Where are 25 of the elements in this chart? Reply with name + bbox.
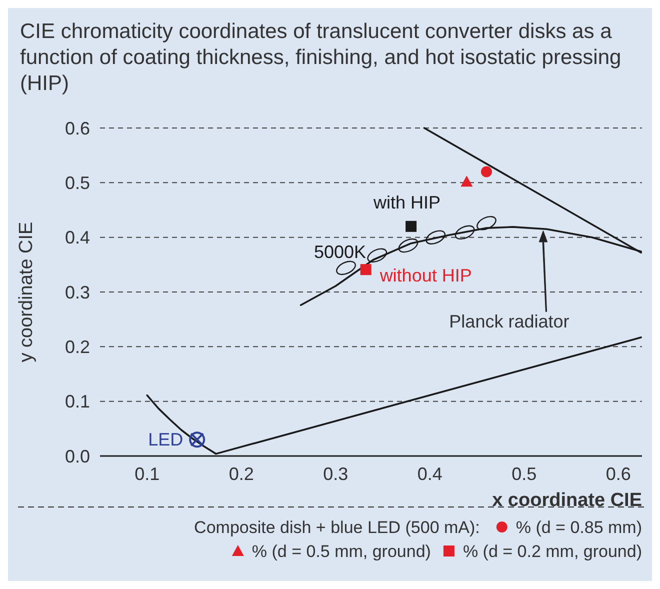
x-tick-label: 0.6 [606,464,631,484]
chart-title: CIE chromaticity coordinates of translucent converter disks as a function of coating thickness, finishing, and hot isostatic pressing (HIP) [20,20,622,95]
x-tick-label: 0.2 [228,464,254,484]
y-tick-label: 0.1 [64,392,90,412]
legend-title: Composite dish + blue LED (500 mA): [194,518,480,537]
annotation: without HIP [378,266,472,286]
annotation: 5000K [314,242,366,262]
annotation: LED [148,430,184,450]
y-axis-title: y coordinate CIE [16,222,37,362]
y-tick-label: 0.4 [64,228,90,248]
legend-label: % (d = 0.85 mm) [516,518,642,537]
x-tick-label: 0.1 [134,464,160,484]
y-tick-label: 0.5 [64,172,90,193]
legend-label: % (d = 0.2 mm, ground) [462,542,642,561]
x-tick-label: 0.3 [323,464,348,484]
annotation: with HIP [372,192,441,212]
x-tick-label: 0.5 [512,464,537,484]
y-tick-label: 0.6 [64,118,90,138]
y-tick-label: 0.3 [64,282,90,302]
x-axis-title: x coordinate CIE [492,490,642,511]
annotation: Planck radiator [449,312,570,332]
legend-label: % (d = 0.5 mm, ground) [252,542,431,561]
y-tick-label: 0.0 [64,446,90,466]
y-tick-label: 0.2 [64,336,90,357]
x-tick-label: 0.4 [417,464,442,484]
